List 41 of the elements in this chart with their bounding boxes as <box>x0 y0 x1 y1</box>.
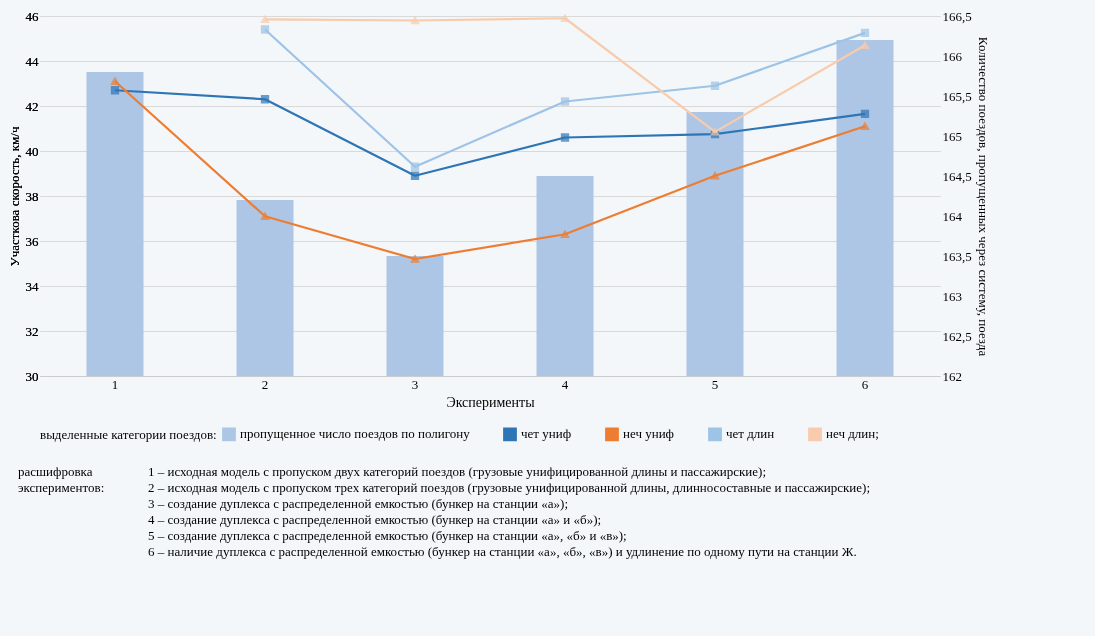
x-axis-title: Эксперименты <box>446 394 536 410</box>
legend-title: выделенные категории поездов: <box>40 427 217 442</box>
y2-tick-label: 166,5 <box>942 8 972 24</box>
text: 4 – создание дуплекса с распределенной емкостью (бункер на станции «а» и «б»); <box>148 512 603 528</box>
text: 6 – наличие дуплекса с распределенной емкостью (бункер на станции «а», «б», «в») и удлинение по одному пути на станции Ж. <box>148 544 858 560</box>
text: 3 – создание дуплекса с распределенной емкостью (бункер на станции «а»); <box>148 496 570 512</box>
legend-label: пропущенное число поездов по полигону <box>240 426 471 442</box>
y2-tick-label: 163 <box>942 288 962 304</box>
x-tick-label: 4 <box>561 376 569 392</box>
legend-label: неч униф <box>623 426 675 442</box>
y2-tick-label: 162 <box>942 368 962 384</box>
y2-tick-label: 166 <box>942 48 963 64</box>
y-tick-label: 30 <box>25 368 39 384</box>
x-tick-label: 3 <box>411 376 419 392</box>
legend-label: чет униф <box>521 426 572 442</box>
text: 5 – создание дуплекса с распределенной емкостью (бункер на станции «а», «б» и «в»); <box>148 528 628 544</box>
x-tick-label: 5 <box>711 376 719 392</box>
y2-tick-label: 165,5 <box>942 88 972 104</box>
text: 1 – исходная модель с пропуском двух категорий поездов (грузовые унифицированной длины и пассажирские); <box>148 464 768 480</box>
y-axis-title: Участкова скорость, км/ч <box>6 126 22 267</box>
y-tick-label: 36 <box>25 233 39 249</box>
legend-label: неч длин; <box>826 426 879 442</box>
legend-label: чет длин <box>726 426 775 442</box>
y-tick-label: 46 <box>25 8 39 24</box>
y2-tick-label: 162,5 <box>942 328 972 344</box>
text: 2 – исходная модель с пропуском трех категорий поездов (грузовые унифицированной длины, длинносоставные и пассажирские); <box>148 480 872 496</box>
y-tick-label: 32 <box>25 323 39 339</box>
y-tick-label: 44 <box>25 53 39 69</box>
x-tick-label: 6 <box>861 376 869 392</box>
y2-axis-title: Количество поездов, пропущенных через систему, поезда <box>975 36 991 357</box>
y2-tick-label: 165 <box>942 128 962 144</box>
y-tick-label: 34 <box>25 278 39 294</box>
y2-tick-label: 164,5 <box>942 168 972 184</box>
y-tick-label: 38 <box>25 188 39 204</box>
y-tick-label: 40 <box>25 143 39 159</box>
y-tick-label: 42 <box>25 98 39 114</box>
y2-tick-label: 164 <box>942 208 963 224</box>
x-tick-label: 2 <box>261 376 269 392</box>
x-tick-label: 1 <box>111 376 119 392</box>
y2-tick-label: 163,5 <box>942 248 972 264</box>
text: расшифровка экспериментов: <box>18 464 106 496</box>
